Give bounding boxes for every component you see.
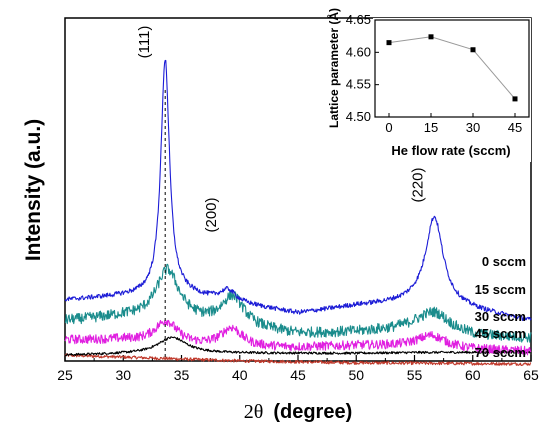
x-tick-label: 30 (115, 367, 131, 383)
x-ticks: 25 30 35 40 45 50 55 60 65 (57, 355, 539, 383)
inset-point (512, 96, 518, 102)
series-label: 45 sccm (475, 326, 526, 341)
x-axis-label: 2θ (degree) (244, 401, 353, 423)
inset-x-tick-label: 15 (424, 120, 438, 135)
x-tick-label: 65 (523, 367, 539, 383)
x-tick-label: 25 (57, 367, 73, 383)
series-line (64, 59, 532, 322)
inset-y-tick-label: 4.60 (346, 44, 371, 59)
inset-x-tick-label: 30 (466, 120, 480, 135)
inset-chart: 0 15 30 45 4.50 4.55 4.60 4.65 Lattice paramete… (326, 8, 531, 162)
inset-point (470, 47, 476, 53)
inset-point (428, 34, 434, 40)
y-axis-label: Intensity (a.u.) (22, 119, 45, 261)
x-tick-label: 50 (348, 367, 364, 383)
x-tick-label: 40 (232, 367, 248, 383)
series-line (64, 319, 532, 356)
peak-label: (220) (409, 167, 426, 202)
inset-ticks: 0 15 30 45 4.50 4.55 4.60 4.65 (346, 12, 523, 135)
inset-y-tick-label: 4.55 (346, 77, 371, 92)
inset-y-tick-label: 4.65 (346, 12, 371, 27)
series-layer (64, 59, 532, 366)
series-label: 70 sccm (475, 345, 526, 360)
series-label: 0 sccm (482, 254, 526, 269)
peak-label: (111) (136, 26, 153, 59)
inset-x-tick-label: 0 (385, 120, 392, 135)
inset-y-axis-label: Lattice parameter (Å) (326, 8, 341, 128)
series-line (64, 336, 532, 357)
inset-y-tick-label: 4.50 (346, 109, 371, 124)
x-tick-label: 60 (465, 367, 481, 383)
series-line (64, 263, 532, 343)
inset-point (386, 40, 392, 46)
inset-line (388, 36, 516, 100)
x-axis-symbol: 2θ (244, 401, 264, 423)
peak-label: (200) (203, 197, 220, 232)
peak-labels: (111) (200) (220) (136, 26, 426, 233)
inset-x-axis-label: He flow rate (sccm) (391, 143, 510, 158)
inset-series (386, 34, 518, 102)
inset-x-tick-label: 45 (508, 120, 522, 135)
series-label: 30 sccm (475, 309, 526, 324)
x-tick-label: 35 (174, 367, 190, 383)
x-tick-label: 45 (290, 367, 306, 383)
x-tick-label: 55 (407, 367, 423, 383)
series-label: 15 sccm (475, 282, 526, 297)
x-axis-unit: (degree) (273, 401, 352, 423)
series-line (64, 353, 532, 366)
series-labels: 0 sccm 15 sccm 30 sccm 45 sccm 70 sccm (475, 254, 526, 360)
